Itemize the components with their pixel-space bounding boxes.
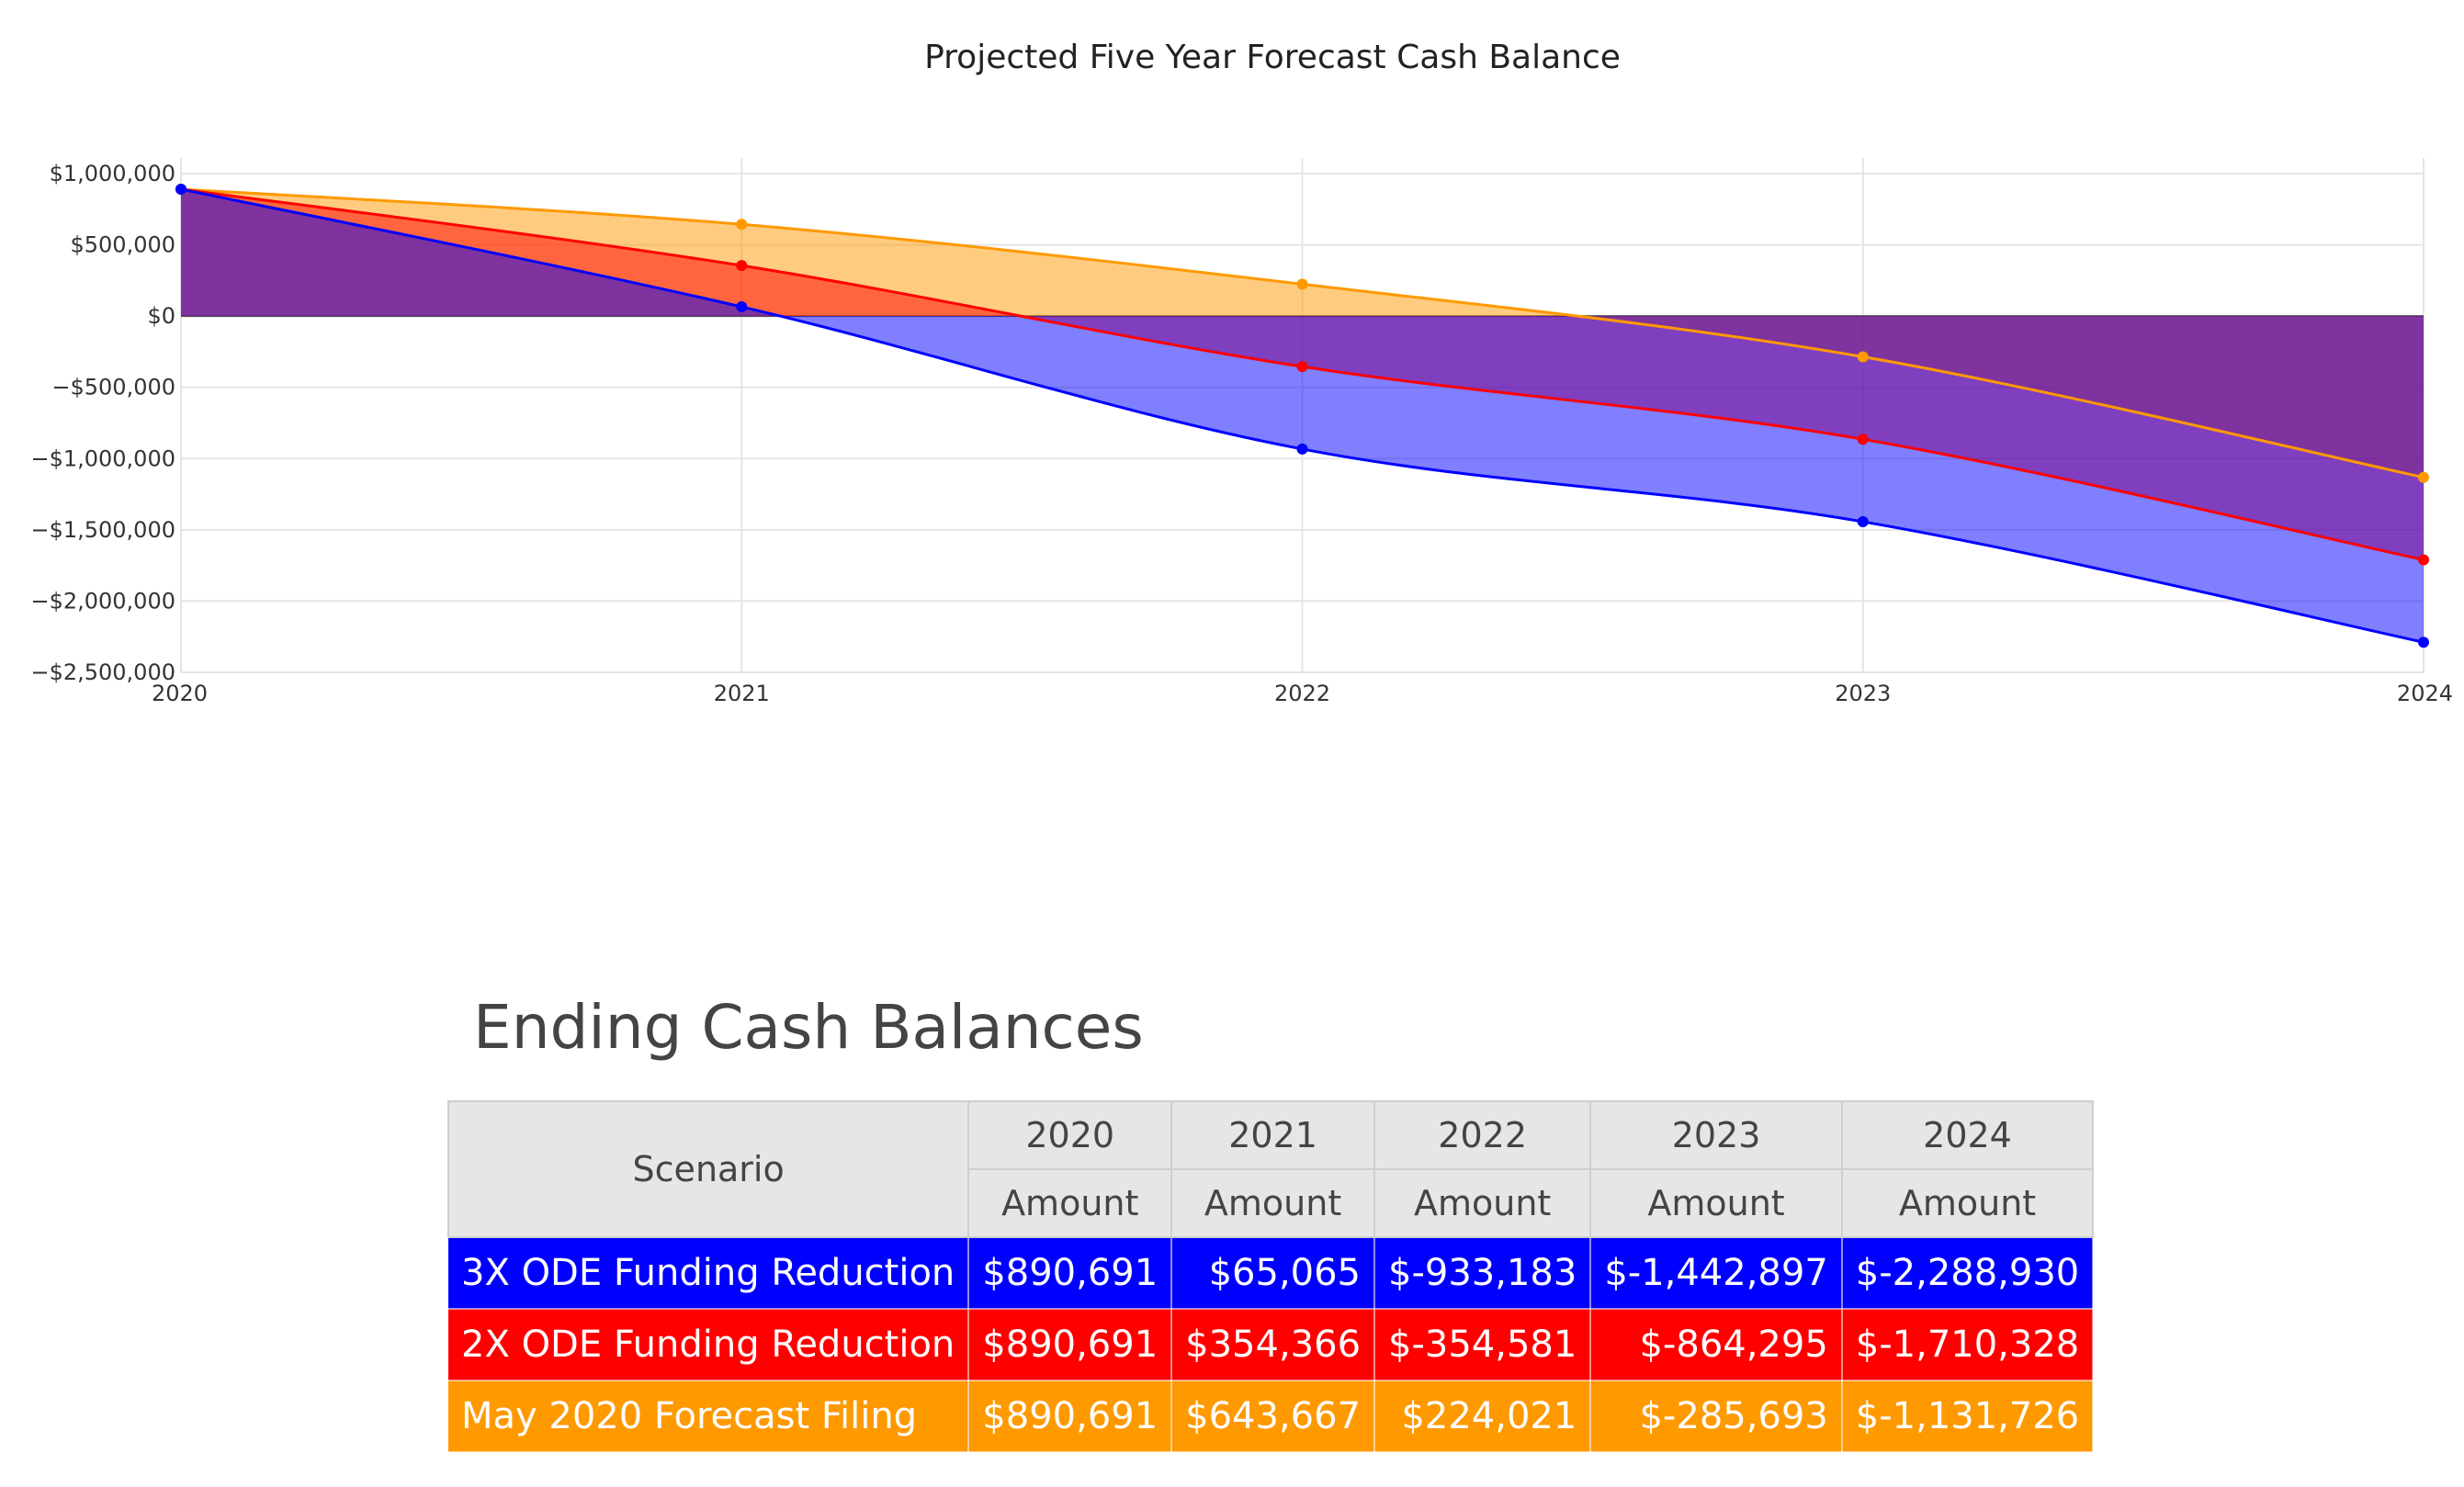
table-row: 3X ODE Funding Reduction $890,691 $65,065 $… [448,1237,2095,1310]
amount-cell: $643,667 [1171,1380,1376,1453]
year-header: 2020 [967,1100,1173,1170]
amount-cell: $-1,442,897 [1590,1237,1843,1310]
series-area-1 [181,188,2424,560]
x-tick-label: 2020 [152,681,208,706]
y-tick-label: −$2,000,000 [30,588,175,614]
data-point[interactable] [1296,443,1308,455]
data-point[interactable] [736,301,748,313]
scenario-cell: 3X ODE Funding Reduction [448,1237,970,1310]
y-tick-label: −$2,500,000 [30,659,175,685]
amount-cell: $-1,131,726 [1841,1380,2095,1453]
amount-cell: $-1,710,328 [1841,1309,2095,1381]
amount-cell: $224,021 [1374,1380,1592,1453]
table-body: 3X ODE Funding Reduction $890,691 $65,065 $… [448,1237,2095,1453]
header-row-years: Scenario 2020 2021 2022 2023 2024 [446,1100,2095,1238]
y-tick-label: $1,000,000 [50,161,175,186]
year-header: 2023 [1589,1100,1843,1170]
data-point[interactable] [736,260,748,272]
y-tick-label: −$500,000 [51,375,175,400]
y-tick-label: −$1,500,000 [30,517,175,543]
data-point[interactable] [1857,515,1869,527]
ending-cash-balances-table: Scenario 2020 2021 2022 2023 2024 Amount Amount… [446,1100,2095,1453]
x-tick-label: 2021 [714,681,770,706]
table-header: Scenario 2020 2021 2022 2023 2024 Amount Amount… [446,1100,2095,1238]
amount-header: Amount [1589,1168,1843,1238]
scenario-header: Scenario [446,1100,970,1238]
amount-header: Amount [1170,1168,1376,1238]
data-point[interactable] [1857,434,1869,445]
scenario-cell: May 2020 Forecast Filing [448,1380,970,1453]
data-point[interactable] [1296,278,1308,290]
data-point[interactable] [2418,471,2429,483]
data-point[interactable] [736,219,748,231]
amount-header: Amount [967,1168,1173,1238]
year-header: 2022 [1373,1100,1592,1170]
x-tick-label: 2023 [1835,681,1891,706]
table-title: Ending Cash Balances [473,992,1144,1063]
year-header: 2021 [1170,1100,1376,1170]
scenario-cell: 2X ODE Funding Reduction [448,1309,970,1381]
data-point[interactable] [2418,554,2429,566]
header-row-amount: Amount Amount Amount Amount Amount [448,1168,2095,1238]
amount-cell: $-933,183 [1374,1237,1592,1310]
y-tick-label: −$1,000,000 [30,445,175,471]
amount-header: Amount [1840,1168,2095,1238]
axis-labels: $1,000,000 $500,000 $0 −$500,000 −$1,000,000… [30,161,2453,706]
amount-cell: $-2,288,930 [1841,1237,2095,1310]
x-tick-label: 2024 [2397,681,2453,706]
amount-cell: $-285,693 [1590,1380,1843,1453]
table-row: May 2020 Forecast Filing $890,691 $643,667… [448,1380,2095,1453]
amount-cell: $890,691 [968,1380,1173,1453]
data-point[interactable] [2418,636,2429,648]
amount-cell: $-354,581 [1374,1309,1592,1381]
amount-cell: $65,065 [1171,1237,1376,1310]
amount-cell: $-864,295 [1590,1309,1843,1381]
amount-header: Amount [1373,1168,1592,1238]
data-point[interactable] [1857,351,1869,363]
amount-cell: $890,691 [968,1237,1173,1310]
data-point[interactable] [175,183,186,195]
chart-title: Projected Five Year Forecast Cash Balanc… [924,39,1621,76]
series-area-0 [181,188,2424,643]
y-tick-label: $500,000 [70,232,175,258]
table-row: 2X ODE Funding Reduction $890,691 $354,366… [448,1309,2095,1381]
series-points [175,183,2429,648]
amount-cell: $354,366 [1171,1309,1376,1381]
cash-balance-chart: $1,000,000 $500,000 $0 −$500,000 −$1,000,000… [30,158,2453,706]
amount-cell: $890,691 [968,1309,1173,1381]
x-tick-label: 2022 [1274,681,1330,706]
y-tick-label: $0 [147,303,175,329]
year-header: 2024 [1840,1100,2095,1170]
data-point[interactable] [1296,361,1308,373]
